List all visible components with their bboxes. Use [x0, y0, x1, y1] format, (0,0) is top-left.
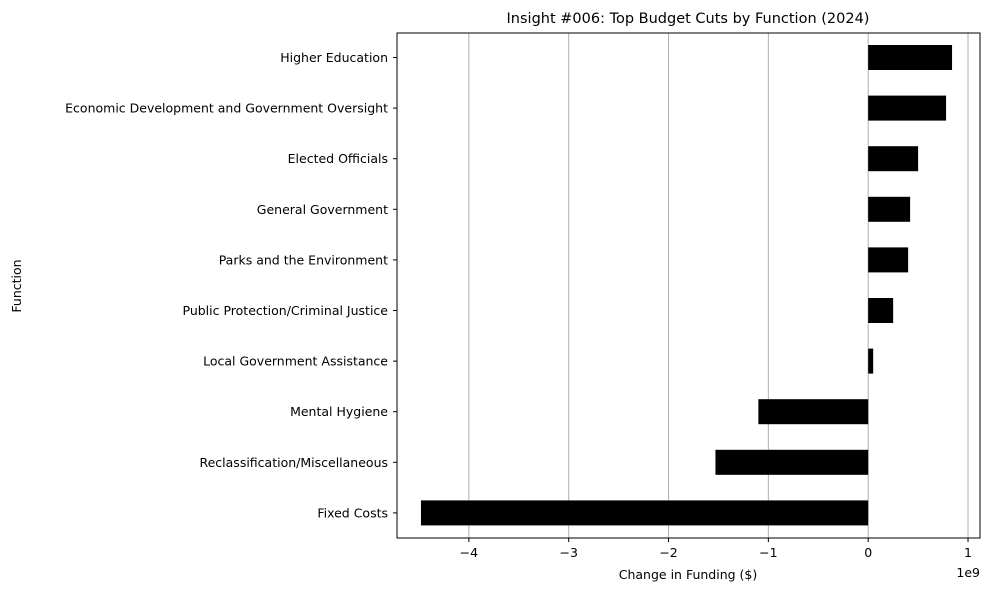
y-tick-label: Parks and the Environment — [219, 252, 388, 267]
bar — [868, 45, 953, 70]
x-axis-label: Change in Funding ($) — [619, 567, 758, 582]
y-tick-label: Local Government Assistance — [203, 354, 388, 369]
bar — [868, 146, 919, 172]
x-tick-label: −1 — [759, 545, 777, 560]
x-tick-label: −4 — [460, 545, 478, 560]
y-tick-label: Higher Education — [280, 50, 388, 65]
y-tick-label: Reclassification/Miscellaneous — [199, 455, 388, 470]
y-tick-label: Public Protection/Criminal Justice — [183, 303, 389, 318]
x-axis-ticks: −4 −3 −2 −1 0 1 — [460, 538, 972, 560]
bar — [868, 348, 874, 374]
bar — [758, 399, 869, 425]
bar — [868, 247, 909, 273]
bars — [420, 45, 953, 526]
x-tick-label: −2 — [659, 545, 677, 560]
bar — [715, 449, 869, 475]
x-tick-label: −3 — [559, 545, 577, 560]
bar — [868, 298, 894, 323]
y-tick-label: Fixed Costs — [317, 505, 388, 520]
y-tick-label: General Government — [257, 202, 388, 217]
y-tick-label: Mental Hygiene — [290, 404, 388, 419]
y-axis-ticks: Higher Education Economic Development and… — [65, 50, 397, 520]
y-tick-label: Elected Officials — [288, 151, 388, 166]
chart-title: Insight #006: Top Budget Cuts by Functio… — [507, 11, 870, 27]
plot-frame — [396, 32, 981, 539]
bar — [868, 196, 911, 222]
x-tick-label: 0 — [864, 545, 872, 560]
bar — [868, 95, 947, 121]
y-tick-label: Economic Development and Government Over… — [65, 101, 388, 116]
y-axis-label: Function — [9, 259, 24, 312]
x-tick-label: 1 — [964, 545, 972, 560]
x-axis-offset-label: 1e9 — [956, 565, 980, 580]
bar — [420, 500, 869, 526]
